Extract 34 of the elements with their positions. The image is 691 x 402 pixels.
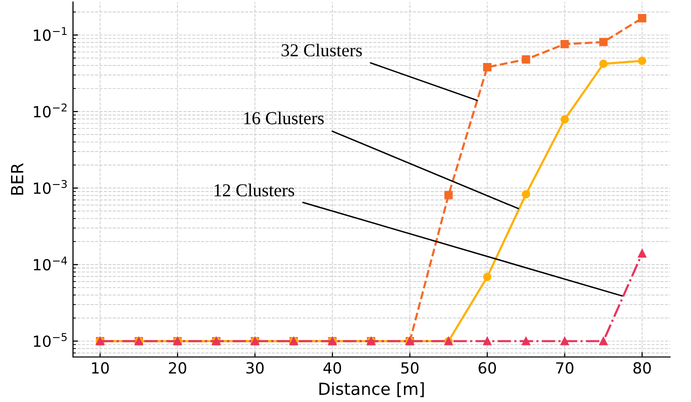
point [522, 55, 530, 64]
point [599, 60, 608, 68]
point [483, 272, 492, 282]
y-axis-title: BER [11, 163, 24, 195]
point [560, 40, 569, 48]
point [560, 115, 569, 124]
x-tick-label: 20 [168, 362, 186, 374]
x-tick-label: 40 [323, 362, 342, 374]
point [560, 336, 569, 346]
y-tick-label: 10$^{−1}$ [34, 27, 67, 41]
x-tick-label: 70 [556, 362, 574, 374]
y-tick-label: 10$^{−4}$ [34, 256, 67, 271]
annotation: 12 Clusters [214, 184, 294, 196]
point [638, 56, 646, 65]
point [483, 336, 492, 346]
annotation: 32 Clusters [282, 44, 362, 56]
x-tick-label: 30 [246, 362, 264, 374]
point [522, 190, 530, 198]
x-tick-label: 80 [633, 362, 651, 374]
point [599, 38, 608, 46]
x-tick-label: 60 [478, 362, 496, 374]
y-tick-label: 10$^{−3}$ [34, 180, 67, 194]
y-tick-label: 10$^{−5}$ [34, 333, 67, 348]
point [638, 14, 646, 22]
y-tick-label: 10$^{−2}$ [34, 103, 67, 118]
x-tick-label: 50 [401, 362, 419, 374]
point [522, 336, 530, 346]
point [444, 190, 453, 200]
point [483, 63, 492, 72]
point [599, 336, 608, 346]
x-axis-title: Distance [m] [319, 382, 424, 398]
annotation: 16 Clusters [244, 112, 324, 124]
x-tick-label: 10 [92, 362, 109, 374]
point [638, 249, 646, 258]
